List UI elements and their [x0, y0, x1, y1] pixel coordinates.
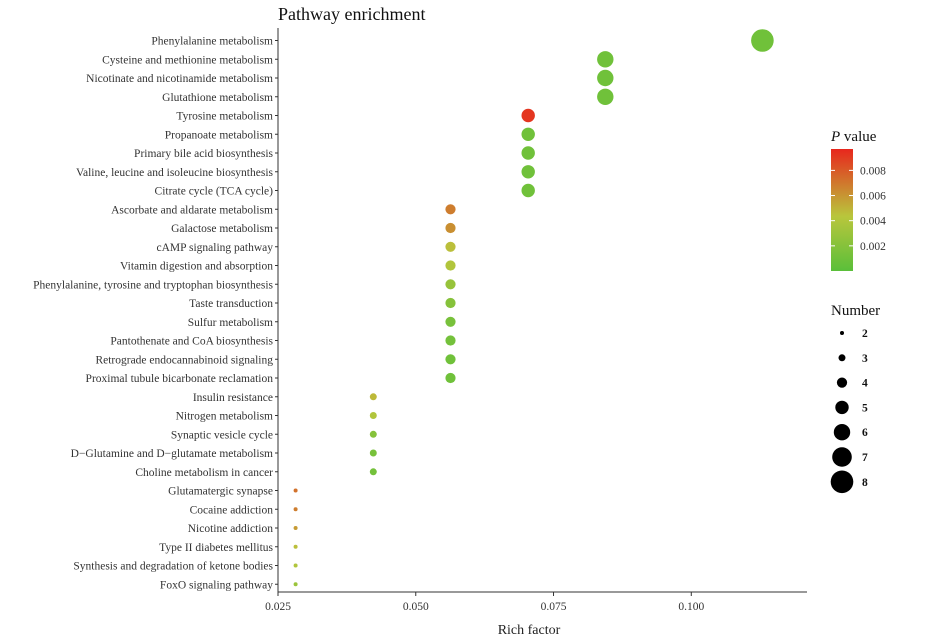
colorbar-tick-label: 0.008 [860, 165, 886, 177]
data-point [445, 354, 456, 365]
data-point [369, 393, 377, 401]
y-tick-label: Nicotine addiction [188, 523, 274, 535]
colorbar-tick-label: 0.002 [860, 241, 886, 253]
y-tick-label: Taste transduction [189, 298, 273, 310]
size-legend-marker [833, 424, 851, 441]
size-legend-marker [830, 470, 854, 494]
data-point [293, 507, 298, 512]
number-size-legend: Number 2 3 4 5 6 7 8 [830, 303, 880, 494]
data-point [445, 316, 456, 327]
data-point [445, 372, 456, 384]
data-point [445, 241, 456, 252]
y-tick-label: Proximal tubule bicarbonate reclamation [86, 373, 274, 385]
size-legend-label: 6 [862, 427, 868, 439]
p-value-colorbar: P value 0.002 0.004 0.006 0.008 [830, 129, 886, 271]
y-tick-label: Propanoate metabolism [165, 129, 273, 141]
colorbar-ticks: 0.002 0.004 0.006 0.008 [831, 165, 886, 253]
data-point [445, 204, 456, 215]
size-legend-marker [836, 377, 848, 388]
axes [275, 28, 807, 593]
y-tick-label: Choline metabolism in cancer [135, 467, 273, 479]
data-point [521, 127, 535, 141]
data-point [293, 563, 298, 568]
y-tick-label: Citrate cycle (TCA cycle) [155, 186, 274, 198]
colorbar-title: P value [830, 129, 877, 145]
data-point [369, 468, 377, 476]
data-point [521, 183, 535, 198]
x-axis-label: Rich factor [498, 623, 561, 638]
data-point [293, 526, 298, 530]
size-legend-label: 8 [862, 477, 868, 489]
data-points [293, 29, 774, 587]
x-tick-label: 0.100 [678, 601, 704, 613]
data-point [445, 260, 456, 271]
y-tick-label: Nitrogen metabolism [176, 411, 273, 423]
y-tick-label: Cocaine addiction [190, 504, 274, 516]
colorbar-gradient [831, 149, 853, 271]
data-point [521, 108, 535, 123]
y-tick-label: Nicotinate and nicotinamide metabolism [86, 73, 273, 85]
y-tick-label: Cysteine and methionine metabolism [102, 54, 273, 66]
data-point [445, 279, 456, 290]
y-tick-label: Type II diabetes mellitus [159, 542, 273, 554]
data-point [293, 488, 298, 493]
size-legend-label: 4 [862, 378, 868, 390]
colorbar-tick-label: 0.006 [860, 191, 886, 203]
size-legend-marker [832, 447, 852, 467]
y-tick-label: cAMP signaling pathway [157, 242, 274, 254]
data-point [521, 165, 535, 179]
chart-title: Pathway enrichment [278, 4, 425, 24]
colorbar-title-p: P [830, 129, 840, 145]
y-tick-label: Glutamatergic synapse [168, 486, 273, 498]
y-tick-label: Sulfur metabolism [188, 317, 273, 329]
y-tick-label: Insulin resistance [193, 392, 273, 404]
size-legend-label: 7 [862, 452, 868, 464]
data-point [597, 51, 614, 68]
y-tick-label: Primary bile acid biosynthesis [134, 148, 273, 160]
y-tick-label: D−Glutamine and D−glutamate metabolism [71, 448, 273, 460]
x-tick-label: 0.075 [541, 601, 567, 613]
y-tick-label: Pantothenate and CoA biosynthesis [110, 336, 273, 348]
y-tick-label: Galactose metabolism [171, 223, 273, 235]
data-point [369, 430, 377, 438]
x-tick-label: 0.025 [265, 601, 291, 613]
size-legend-marker [838, 354, 846, 362]
data-point [369, 412, 377, 419]
y-tick-label: Phenylalanine, tyrosine and tryptophan b… [33, 279, 273, 291]
data-point [521, 146, 535, 160]
y-tick-label: Glutathione metabolism [162, 92, 273, 104]
data-point [445, 297, 456, 309]
y-tick-label: Ascorbate and aldarate metabolism [111, 204, 273, 216]
y-tick-label: Synaptic vesicle cycle [171, 429, 273, 441]
data-point [445, 222, 456, 234]
y-tick-label: Synthesis and degradation of ketone bodi… [73, 561, 273, 573]
colorbar-title-rest: value [840, 129, 877, 145]
size-legend-marker [835, 400, 849, 415]
size-legend-label: 5 [862, 402, 868, 414]
y-tick-label: Phenylalanine metabolism [151, 36, 273, 48]
data-point [445, 335, 456, 346]
y-axis-labels: Phenylalanine metabolism Cysteine and met… [33, 36, 273, 592]
data-point [597, 88, 614, 106]
y-tick-label: Vitamin digestion and absorption [120, 261, 273, 273]
size-legend-title: Number [831, 303, 880, 319]
size-legend-label: 2 [862, 328, 868, 340]
data-point [293, 582, 298, 587]
y-tick-label: Retrograde endocannabinoid signaling [95, 354, 273, 366]
x-tick-label: 0.050 [403, 601, 429, 613]
y-tick-label: Tyrosine metabolism [176, 111, 273, 123]
data-point [369, 449, 377, 457]
data-point [751, 29, 774, 52]
data-point [597, 69, 614, 87]
y-tick-label: FoxO signaling pathway [160, 579, 273, 591]
size-legend-marker [840, 331, 844, 335]
y-tick-label: Valine, leucine and isoleucine biosynthe… [76, 167, 274, 179]
data-point [293, 544, 298, 549]
x-axis-ticks: 0.025 0.050 0.075 0.100 [265, 592, 704, 613]
size-legend-label: 3 [862, 353, 868, 365]
colorbar-tick-label: 0.004 [860, 216, 886, 228]
